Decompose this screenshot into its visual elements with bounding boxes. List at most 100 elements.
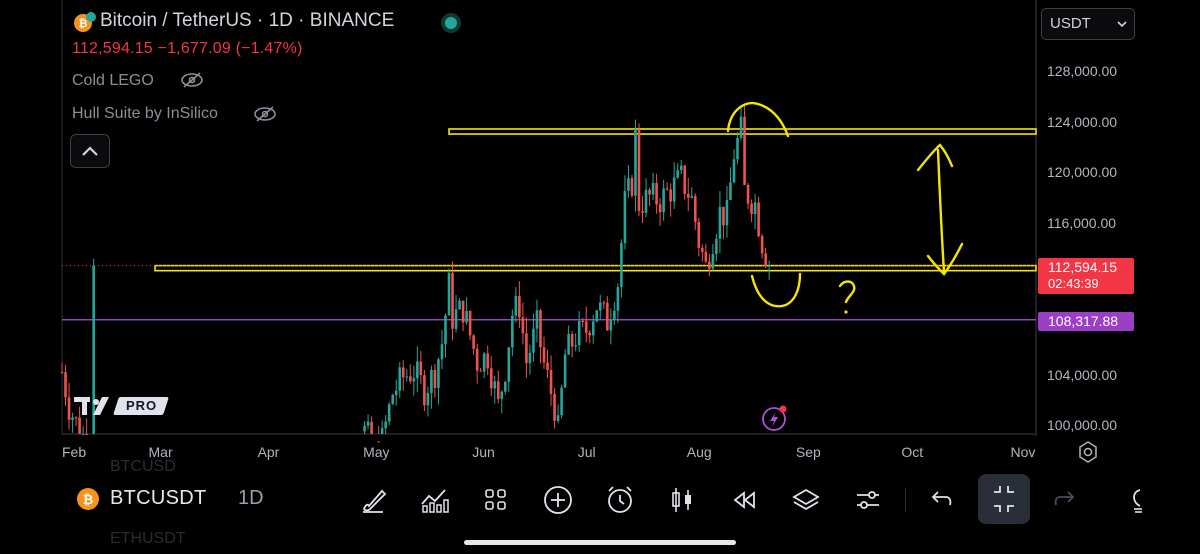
candle-body <box>64 372 67 398</box>
time-tick: May <box>363 444 390 460</box>
candle-body <box>496 381 500 399</box>
time-tick: Jul <box>577 444 596 460</box>
eye-off-icon[interactable] <box>254 106 276 122</box>
candle-body <box>528 352 532 364</box>
layout-grid-icon[interactable] <box>478 482 514 518</box>
candle-body <box>472 335 475 349</box>
lightning-notification-icon[interactable] <box>760 403 790 433</box>
candle-body <box>651 182 655 195</box>
redo-icon[interactable] <box>1048 482 1084 518</box>
candles <box>60 105 771 443</box>
time-tick: Oct <box>901 444 924 460</box>
candle-body <box>437 359 440 389</box>
candle-body <box>553 393 556 421</box>
candle-body <box>71 417 74 420</box>
candle-body <box>760 236 764 254</box>
candle-body <box>630 178 634 196</box>
candle-body <box>440 344 444 360</box>
range-arrow-head-bottom <box>926 242 964 276</box>
candle-body <box>690 196 694 198</box>
add-icon[interactable] <box>540 482 576 518</box>
candle-body <box>458 300 461 310</box>
candles-icon[interactable] <box>664 482 700 518</box>
indicator-label-hull-suite[interactable]: Hull Suite by InSilico <box>72 105 218 122</box>
price-tick: 116,000.00 <box>1047 215 1117 231</box>
indicator-label-cold-lego[interactable]: Cold LEGO <box>72 72 154 89</box>
candle-body <box>507 347 511 382</box>
candle-body <box>539 310 542 348</box>
candle-body <box>454 309 458 329</box>
collapse-legend-button[interactable] <box>70 134 110 168</box>
candle-body <box>377 441 380 443</box>
bulb-icon[interactable] <box>1122 482 1144 518</box>
time-tick: Sep <box>795 444 821 460</box>
brush-icon[interactable] <box>355 482 391 518</box>
candle-body <box>753 202 757 214</box>
symbol-title[interactable]: Bitcoin / TetherUS · 1D · BINANCE <box>100 10 395 31</box>
candle-body <box>430 369 433 394</box>
bitcoin-logo-icon: ₿ <box>74 12 96 32</box>
candle-body <box>739 116 743 138</box>
chart-frame <box>61 0 1037 436</box>
fullscreen-toggle-button[interactable] <box>978 474 1030 524</box>
time-tick: Aug <box>686 444 712 460</box>
candle-body <box>532 328 535 353</box>
symbol-switcher[interactable]: BTCUSDT <box>110 487 207 509</box>
purple-level-tag: 108,317.88 <box>1038 312 1134 331</box>
currency-value: USDT <box>1050 15 1091 32</box>
question-mark-drawing <box>838 280 856 304</box>
candle-body <box>746 185 750 204</box>
time-tick: Mar <box>148 444 173 460</box>
candle-body <box>92 265 95 434</box>
candle-body <box>701 247 704 252</box>
candle-body <box>679 165 683 171</box>
candle-body <box>711 254 715 269</box>
layers-icon[interactable] <box>788 482 824 518</box>
candle-body <box>602 302 606 304</box>
candle-body <box>535 310 539 329</box>
candle-body <box>732 159 736 183</box>
candle-body <box>725 200 729 226</box>
eye-off-icon[interactable] <box>181 72 203 88</box>
price-tick: 100,000.00 <box>1047 417 1118 433</box>
candle-body <box>613 310 616 321</box>
chart-settings-gear-icon[interactable] <box>1076 440 1100 464</box>
candle-body <box>683 165 687 194</box>
candle-body <box>493 381 497 389</box>
undo-icon[interactable] <box>922 482 958 518</box>
chevron-down-icon <box>1117 21 1127 28</box>
svg-text:₿: ₿ <box>83 493 94 508</box>
candle-body <box>743 116 746 186</box>
candle-body <box>616 287 620 311</box>
candle-body <box>363 425 366 432</box>
candle-body <box>598 302 602 311</box>
purple-level-value: 108,317.88 <box>1048 313 1119 329</box>
currency-select[interactable]: USDT <box>1041 8 1135 40</box>
candle-body <box>479 370 482 372</box>
candle-body <box>655 182 658 205</box>
ghost-symbol-below: ETHUSDT <box>110 530 186 547</box>
indicators-icon[interactable] <box>416 482 452 518</box>
alert-clock-icon[interactable] <box>602 482 638 518</box>
interval-switcher[interactable]: 1D <box>238 487 264 509</box>
candle-body <box>366 421 370 426</box>
candle-body <box>563 354 567 388</box>
candle-body <box>577 320 581 346</box>
candle-body <box>398 367 402 391</box>
candle-body <box>693 196 697 222</box>
settings-sliders-icon[interactable] <box>850 482 886 518</box>
candle-body <box>447 272 451 316</box>
replay-icon[interactable] <box>726 482 762 518</box>
candle-body <box>60 371 64 373</box>
candle-body <box>468 311 472 336</box>
candle-body <box>588 332 592 336</box>
candle-body <box>394 390 398 396</box>
candle-body <box>370 421 373 434</box>
tradingview-logo-icon <box>74 397 109 415</box>
bitcoin-logo-icon[interactable]: ₿ <box>76 487 100 511</box>
chevron-up-icon <box>82 146 98 156</box>
bar-countdown: 02:43:39 <box>1048 276 1099 291</box>
candle-body <box>767 265 771 267</box>
